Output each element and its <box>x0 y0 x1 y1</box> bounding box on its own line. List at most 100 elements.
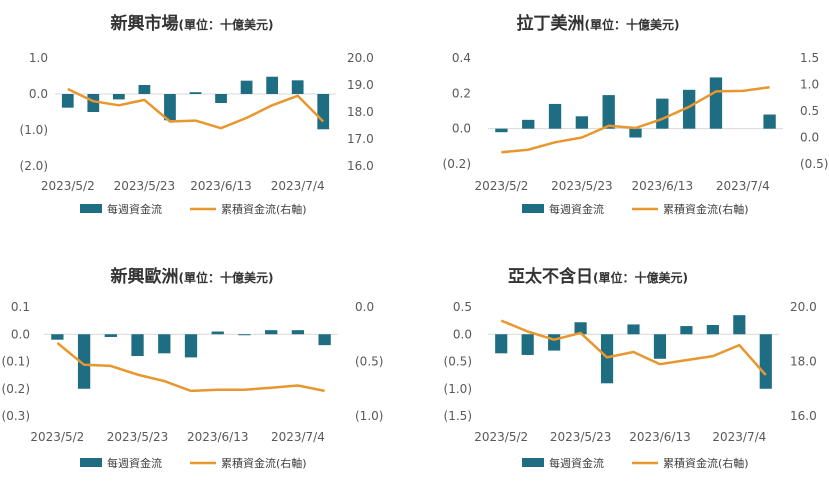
right-axis-tick-label: 1.0 <box>800 78 819 92</box>
cumulative-flow-line <box>56 342 325 393</box>
left-axis-tick-label: (0.2) <box>443 157 471 171</box>
weekly-flow-bar <box>265 330 278 335</box>
legend-line-label: 累積資金流(右軸) <box>663 456 749 470</box>
cumulative-flow-line <box>501 85 770 154</box>
left-axis-tick-label: (1.0) <box>20 123 48 137</box>
weekly-flow-bar <box>629 128 642 138</box>
left-axis-tick-label: (1.5) <box>444 409 472 423</box>
right-axis-tick-label: 18.0 <box>790 355 817 369</box>
weekly-flow-bar <box>240 80 253 94</box>
legend-bar-swatch <box>80 204 102 213</box>
x-axis-tick-label: 2023/5/2 <box>41 179 95 193</box>
chart-latin-america: 拉丁美洲(單位：十億美元) 0.4 0.2 0.0 (0.2) 1.5 1.0 0.5 0.0 (… <box>443 13 829 216</box>
legend-bar-label: 每週資金流 <box>549 202 604 216</box>
chart-title-main: 新興歐洲 <box>111 266 179 287</box>
left-axis-tick-label: (0.3) <box>2 409 30 423</box>
weekly-flow-bar <box>317 94 330 130</box>
legend-bar-swatch <box>522 458 544 467</box>
right-axis-tick-label: 0.5 <box>800 104 819 118</box>
x-axis-tick-label: 2023/7/4 <box>271 430 325 444</box>
right-axis-tick-label: 20.0 <box>790 300 817 314</box>
x-axis-tick-label: 2023/6/13 <box>632 179 694 193</box>
weekly-flow-bar <box>656 98 669 129</box>
right-axis-tick-label: 1.5 <box>800 51 819 65</box>
x-axis-tick-label: 2023/5/23 <box>551 179 613 193</box>
right-axis-tick-label: (0.5) <box>355 355 383 369</box>
weekly-flow-bar <box>164 94 176 121</box>
chart-title-unit: (單位：十億美元) <box>179 17 274 32</box>
chart-title-unit: (單位：十億美元) <box>593 270 688 285</box>
weekly-flow-bar <box>131 334 144 357</box>
chart-title-unit: (單位：十億美元) <box>179 270 274 285</box>
weekly-flow-bar <box>680 326 693 335</box>
left-axis-tick-label: 1.0 <box>29 51 48 65</box>
legend-bar-label: 每週資金流 <box>107 202 162 216</box>
weekly-flow-bar <box>733 315 746 335</box>
weekly-flow-bar <box>759 334 772 389</box>
x-axis-tick-label: 2023/6/13 <box>187 430 249 444</box>
chart-title-unit: (單位：十億美元) <box>585 17 680 32</box>
chart-title: 新興歐洲(單位：十億美元) <box>111 266 274 287</box>
x-axis-tick-label: 2023/7/4 <box>712 430 766 444</box>
weekly-flow-bar <box>706 324 719 335</box>
right-axis-tick-label: (1.0) <box>355 409 383 423</box>
x-axis-tick-label: 2023/5/23 <box>550 430 612 444</box>
left-axis-tick-label: 0.4 <box>452 51 471 65</box>
weekly-flow-bar <box>215 94 227 103</box>
weekly-flow-bar <box>158 334 171 354</box>
weekly-flow-bar <box>51 334 64 340</box>
left-axis-tick-label: (0.2) <box>2 382 30 396</box>
chart-asia-pacific-ex-japan: 亞太不含日(單位：十億美元) 0.5 0.0 (0.5) (1.0) (1.5) 20.0 1… <box>444 266 817 470</box>
weekly-flow-bar <box>138 85 151 94</box>
chart-emerging-markets: 新興市場(單位：十億美元) 1.0 0.0 (1.0) (2.0) 20.0 19.0 18.… <box>20 13 374 216</box>
x-axis-tick-label: 2023/5/23 <box>107 430 169 444</box>
right-axis-tick-label: 16.0 <box>347 159 374 173</box>
legend-bar-swatch <box>80 458 102 467</box>
left-axis-tick-label: 0.1 <box>11 300 30 314</box>
chart-title: 亞太不含日(單位：十億美元) <box>508 266 688 287</box>
chart-title-main: 新興市場 <box>111 13 179 34</box>
left-axis-tick-label: (0.1) <box>2 355 30 369</box>
x-axis-tick-label: 2023/5/2 <box>30 430 84 444</box>
weekly-flow-bar <box>112 94 125 100</box>
weekly-flow-bar <box>682 89 696 129</box>
weekly-flow-bar <box>77 334 91 389</box>
weekly-flow-bar <box>709 77 723 129</box>
weekly-flow-bar <box>211 331 224 335</box>
chart-title-main: 亞太不含日 <box>508 266 593 287</box>
right-axis-tick-label: 20.0 <box>347 51 374 65</box>
weekly-flow-bar <box>602 95 615 129</box>
legend-bar-label: 每週資金流 <box>107 456 162 470</box>
left-axis-tick-label: (1.0) <box>444 382 472 396</box>
right-axis-tick-label: 0.0 <box>800 131 819 145</box>
x-axis-tick-label: 2023/6/13 <box>629 430 691 444</box>
right-axis-tick-label: 17.0 <box>347 132 374 146</box>
legend-line-label: 累積資金流(右軸) <box>221 202 307 216</box>
right-axis-tick-label: 19.0 <box>347 78 374 92</box>
weekly-flow-bar <box>653 334 667 359</box>
left-axis-tick-label: 0.0 <box>11 327 30 341</box>
weekly-flow-bar <box>521 334 534 355</box>
weekly-flow-bar <box>318 334 331 346</box>
left-axis-tick-label: 0.0 <box>452 122 471 136</box>
right-axis-tick-label: 16.0 <box>790 409 817 423</box>
weekly-flow-bar <box>61 94 74 108</box>
x-axis-tick-label: 2023/6/13 <box>190 179 252 193</box>
weekly-flow-bar <box>495 334 508 354</box>
chart-title-main: 拉丁美洲 <box>517 13 585 34</box>
weekly-flow-bar <box>266 76 279 94</box>
left-axis-tick-label: 0.0 <box>453 327 472 341</box>
weekly-flow-bar <box>189 92 202 94</box>
x-axis-tick-label: 2023/5/2 <box>474 179 528 193</box>
weekly-flow-bar <box>574 322 587 335</box>
chart-title: 新興市場(單位：十億美元) <box>111 13 274 34</box>
left-axis-tick-label: (0.5) <box>444 355 472 369</box>
cumulative-flow-line <box>500 319 767 376</box>
weekly-flow-bar <box>291 330 305 335</box>
weekly-flow-bar <box>238 334 251 336</box>
chart-emerging-europe: 新興歐洲(單位：十億美元) 0.1 0.0 (0.1) (0.2) (0.3) 0.0 (0.… <box>2 266 384 470</box>
weekly-flow-bar <box>548 334 561 351</box>
weekly-flow-bar <box>87 94 100 112</box>
x-axis-tick-label: 2023/7/4 <box>271 179 325 193</box>
left-axis-tick-label: 0.0 <box>29 87 48 101</box>
